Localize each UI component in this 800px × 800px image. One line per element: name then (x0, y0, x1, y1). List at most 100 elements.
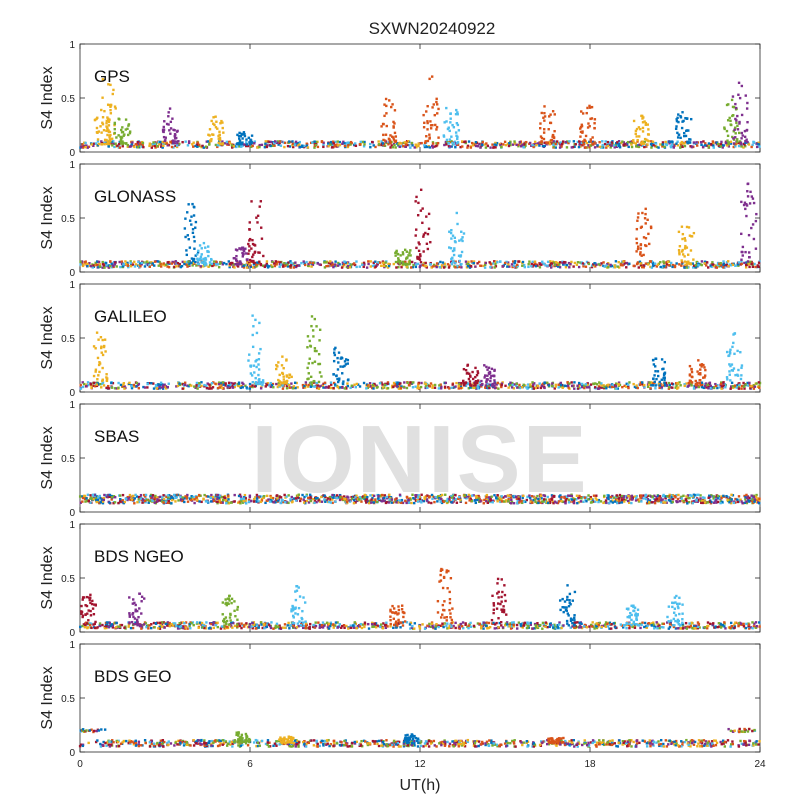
data-point (378, 261, 382, 264)
data-point (202, 241, 206, 245)
data-point (443, 143, 446, 147)
data-point (161, 140, 164, 144)
data-point (729, 364, 732, 368)
data-point (625, 266, 628, 269)
data-point (249, 265, 253, 268)
data-point (93, 142, 96, 145)
data-point (193, 247, 196, 250)
data-point (228, 386, 231, 390)
data-point (245, 144, 248, 148)
data-point (164, 136, 167, 139)
data-point (92, 498, 95, 501)
data-point (543, 105, 546, 108)
data-point (649, 225, 653, 228)
data-point (546, 260, 550, 264)
data-point (654, 384, 657, 387)
data-point (516, 263, 519, 266)
data-point (645, 145, 648, 148)
data-point (703, 262, 706, 265)
data-point (757, 261, 761, 264)
data-point (678, 253, 681, 256)
data-point (408, 143, 411, 147)
data-point (486, 386, 489, 389)
data-point (634, 145, 638, 148)
data-point (151, 262, 154, 265)
data-point (744, 145, 747, 148)
data-point (696, 382, 699, 385)
data-point (646, 497, 650, 501)
data-point (192, 141, 195, 144)
data-point (650, 266, 654, 269)
data-point (640, 265, 644, 269)
data-point (534, 264, 538, 268)
data-point (285, 374, 288, 377)
data-point (393, 122, 396, 125)
data-point (98, 265, 102, 268)
data-point (212, 263, 216, 267)
data-point (656, 263, 660, 266)
data-point (217, 266, 221, 269)
data-point (461, 140, 464, 143)
data-point (591, 498, 594, 501)
data-point (222, 496, 226, 499)
data-point (431, 495, 435, 498)
data-point (508, 142, 511, 145)
data-point (577, 265, 581, 269)
data-point (714, 264, 717, 267)
data-point (690, 367, 693, 371)
data-point (78, 495, 82, 498)
data-point (684, 116, 687, 120)
data-point (243, 496, 246, 499)
data-point (555, 261, 558, 264)
data-point (750, 494, 753, 497)
data-point (154, 142, 158, 145)
data-point (332, 494, 336, 497)
data-point (417, 257, 420, 260)
data-point (256, 382, 260, 385)
data-point (683, 266, 686, 269)
data-point (496, 261, 499, 264)
data-point (152, 382, 155, 385)
data-point (614, 143, 617, 147)
data-point (496, 381, 499, 385)
data-point (495, 383, 498, 386)
data-point (688, 496, 691, 500)
data-point (393, 384, 396, 387)
data-point (215, 120, 218, 123)
data-point (609, 500, 612, 503)
data-point (680, 144, 683, 147)
data-point (275, 382, 278, 386)
data-point (476, 370, 479, 373)
data-point (650, 144, 654, 148)
data-point (670, 140, 674, 143)
data-point (333, 353, 337, 357)
data-point (682, 494, 685, 497)
data-point (711, 140, 715, 143)
data-point (725, 350, 729, 354)
data-point (363, 263, 366, 266)
data-point (271, 496, 275, 500)
y-tick-label: 1 (69, 280, 75, 291)
data-point (473, 382, 477, 385)
data-point (425, 215, 428, 218)
data-point (678, 251, 681, 254)
data-point (300, 261, 303, 265)
data-point (377, 140, 380, 143)
data-point (104, 141, 108, 144)
data-point (390, 144, 393, 147)
data-point (187, 141, 191, 145)
data-point (606, 262, 609, 266)
data-point (481, 143, 484, 147)
data-point (533, 262, 536, 265)
data-point (417, 142, 420, 145)
data-point (142, 145, 145, 149)
data-point (174, 137, 177, 140)
data-point (700, 143, 703, 147)
data-point (737, 368, 740, 372)
data-point (362, 261, 366, 265)
data-point (706, 383, 709, 387)
data-point (391, 146, 395, 149)
data-point (183, 260, 186, 264)
data-point (90, 143, 93, 146)
data-point (476, 371, 480, 375)
